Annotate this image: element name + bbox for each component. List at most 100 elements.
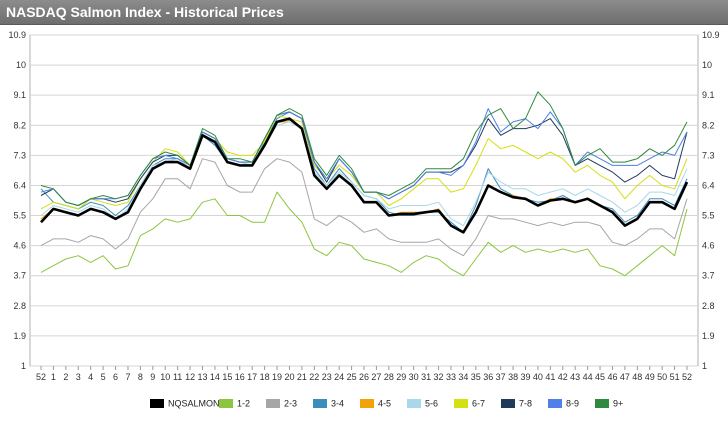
- x-tick-label: 34: [458, 372, 468, 382]
- legend-swatch: [407, 399, 421, 409]
- legend-item[interactable]: 1-2: [219, 398, 250, 414]
- y-tick-label-left: 10.9: [8, 30, 26, 40]
- y-tick-label-right: 7.3: [702, 150, 715, 160]
- y-tick-label-left: 9.1: [13, 90, 26, 100]
- x-tick-label: 9: [150, 372, 155, 382]
- y-tick-label-left: 3.7: [13, 271, 26, 281]
- x-tick-label: 32: [434, 372, 444, 382]
- x-tick-label: 52: [36, 372, 46, 382]
- x-tick-label: 40: [533, 372, 543, 382]
- x-tick-label: 36: [483, 372, 493, 382]
- x-tick-label: 27: [371, 372, 381, 382]
- series-line-3-4: [40, 111, 688, 233]
- x-tick-label: 16: [235, 372, 245, 382]
- y-tick-label-left: 1.9: [13, 331, 26, 341]
- x-tick-label: 50: [657, 372, 667, 382]
- x-tick-label: 5: [101, 372, 106, 382]
- x-tick-label: 6: [113, 372, 118, 382]
- series-line-9-: [40, 91, 688, 206]
- legend-item[interactable]: 2-3: [266, 398, 297, 414]
- y-tick-label-right: 2.8: [702, 301, 715, 311]
- x-tick-label: 49: [645, 372, 655, 382]
- legend-swatch: [150, 399, 164, 409]
- y-tick-label-left: 6.4: [13, 180, 26, 190]
- x-tick-label: 29: [396, 372, 406, 382]
- legend-label: 2-3: [284, 398, 298, 409]
- y-tick-label-right: 5.5: [702, 211, 715, 221]
- legend-label: 5-6: [425, 398, 439, 409]
- y-tick-label-right: 1.9: [702, 331, 715, 341]
- x-tick-label: 18: [260, 372, 270, 382]
- legend-label: 9+: [613, 398, 624, 409]
- x-tick-label: 15: [222, 372, 232, 382]
- y-tick-label-right: 3.7: [702, 271, 715, 281]
- x-tick-label: 20: [284, 372, 294, 382]
- legend-swatch: [501, 399, 515, 409]
- legend-item[interactable]: 4-5: [360, 398, 391, 414]
- x-tick-label: 23: [322, 372, 332, 382]
- legend-item[interactable]: 9+: [595, 398, 623, 414]
- x-tick-label: 42: [558, 372, 568, 382]
- x-tick-label: 35: [471, 372, 481, 382]
- y-tick-label-right: 10.9: [702, 30, 720, 40]
- legend-label: 4-5: [378, 398, 392, 409]
- x-tick-label: 33: [446, 372, 456, 382]
- legend-label: 3-4: [331, 398, 345, 409]
- grid: [29, 34, 699, 370]
- x-tick-label: 48: [632, 372, 642, 382]
- x-tick-label: 19: [272, 372, 282, 382]
- x-tick-label: 1: [51, 372, 56, 382]
- x-tick-label: 52: [682, 372, 692, 382]
- legend-item[interactable]: NQSALMON: [150, 398, 220, 414]
- x-tick-label: 17: [247, 372, 257, 382]
- series-line-nqsalmon: [40, 117, 689, 234]
- x-tick-label: 30: [409, 372, 419, 382]
- series-lines: [40, 91, 689, 277]
- legend-swatch: [454, 399, 468, 409]
- legend-item[interactable]: 5-6: [407, 398, 438, 414]
- legend-label: 7-8: [519, 398, 533, 409]
- x-tick-label: 39: [520, 372, 530, 382]
- legend-swatch: [548, 399, 562, 409]
- x-tick-label: 44: [583, 372, 593, 382]
- legend: NQSALMON 1-2 2-3 3-4 4-5 5-6 6-7 7-8 8-9 9+: [0, 398, 728, 418]
- x-tick-label: 38: [508, 372, 518, 382]
- x-tick-label: 41: [545, 372, 555, 382]
- legend-item[interactable]: 8-9: [548, 398, 579, 414]
- title-bar: NASDAQ Salmon Index - Historical Prices: [0, 0, 728, 25]
- x-tick-label: 22: [309, 372, 319, 382]
- x-tick-label: 4: [88, 372, 93, 382]
- y-tick-label-right: 1: [702, 361, 707, 371]
- legend-item[interactable]: 6-7: [454, 398, 485, 414]
- legend-item[interactable]: 7-8: [501, 398, 532, 414]
- legend-swatch: [266, 399, 280, 409]
- x-tick-label: 10: [160, 372, 170, 382]
- series-line-1-2: [40, 191, 688, 277]
- legend-label: 8-9: [566, 398, 580, 409]
- x-tick-label: 28: [384, 372, 394, 382]
- legend-label: NQSALMON: [168, 398, 220, 409]
- x-tick-label: 51: [670, 372, 680, 382]
- chart-title: NASDAQ Salmon Index - Historical Prices: [6, 4, 284, 20]
- x-tick-label: 37: [496, 372, 506, 382]
- x-tick-label: 25: [347, 372, 357, 382]
- x-tick-label: 12: [185, 372, 195, 382]
- legend-item[interactable]: 3-4: [313, 398, 344, 414]
- series-line-2-3: [40, 158, 688, 257]
- x-tick-label: 8: [138, 372, 143, 382]
- y-tick-label-right: 9.1: [702, 90, 715, 100]
- y-tick-label-right: 6.4: [702, 180, 715, 190]
- x-tick-label: 7: [125, 372, 130, 382]
- y-tick-label-left: 4.6: [13, 241, 26, 251]
- x-tick-label: 46: [607, 372, 617, 382]
- x-tick-label: 31: [421, 372, 431, 382]
- y-tick-label-left: 5.5: [13, 211, 26, 221]
- y-tick-label-right: 4.6: [702, 241, 715, 251]
- legend-swatch: [595, 399, 609, 409]
- tick-labels: 1 11.9 1.92.8 2.83.7 3.74.6 4.65.5 5.56.4 6.47.…: [8, 30, 719, 382]
- y-tick-label-left: 1: [21, 361, 26, 371]
- x-tick-label: 13: [197, 372, 207, 382]
- x-tick-label: 43: [570, 372, 580, 382]
- x-tick-label: 3: [76, 372, 81, 382]
- y-tick-label-left: 10: [16, 60, 26, 70]
